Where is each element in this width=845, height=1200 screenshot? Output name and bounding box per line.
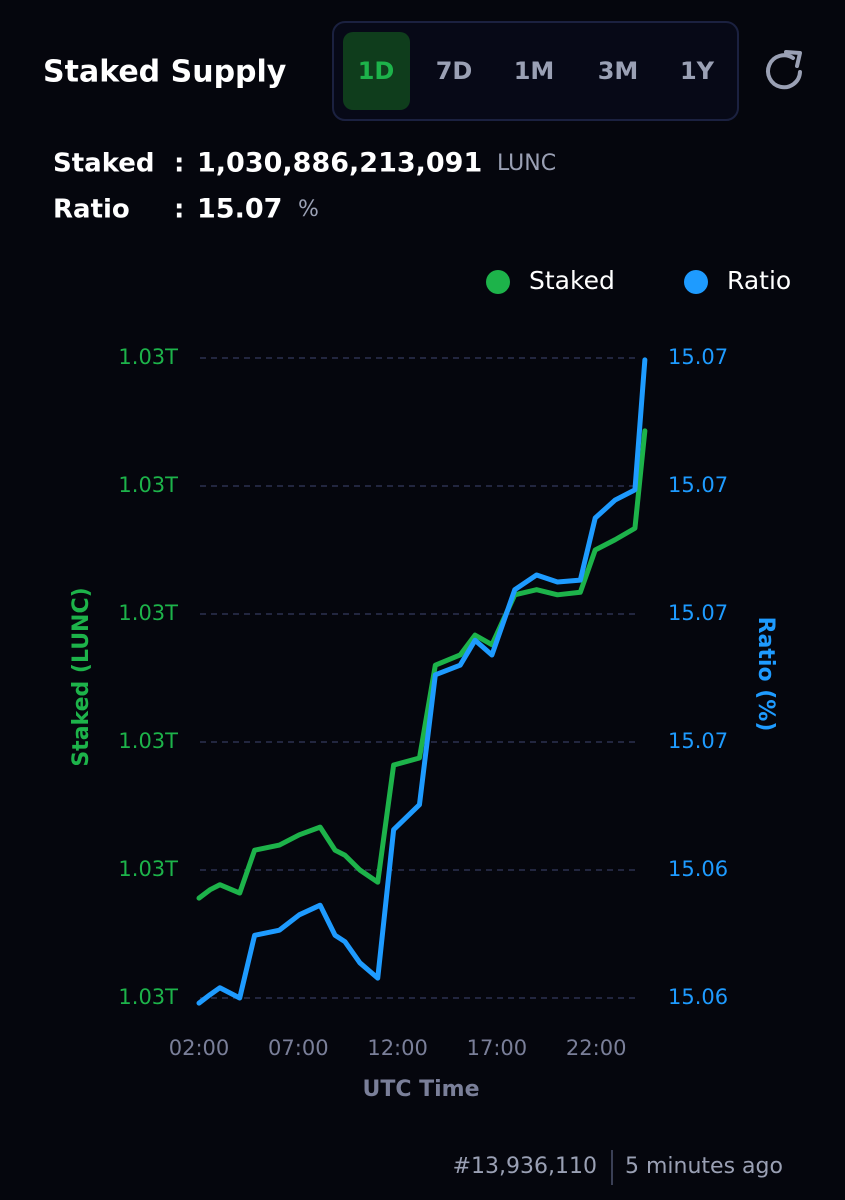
refresh-icon bbox=[766, 53, 802, 90]
y2-axis-title: Ratio (%) bbox=[753, 617, 778, 732]
stat-separator: : bbox=[174, 149, 184, 179]
series-line bbox=[196, 357, 648, 1006]
x-axis-title: UTC Time bbox=[362, 1077, 479, 1102]
legend-marker bbox=[684, 270, 708, 294]
legend-label: Ratio bbox=[727, 266, 791, 295]
tab-group bbox=[332, 21, 739, 121]
block-number: #13,936,110 bbox=[453, 1154, 597, 1179]
updated-time: 5 minutes ago bbox=[625, 1154, 783, 1179]
tab[interactable]: 1Y bbox=[680, 57, 715, 85]
title: Staked Supply bbox=[43, 55, 287, 90]
stat-label: Staked bbox=[53, 149, 155, 179]
tab-selected-bg[interactable] bbox=[343, 32, 410, 110]
tab[interactable]: 1M bbox=[514, 57, 555, 85]
series-line bbox=[196, 428, 648, 901]
x-tick-label: 22:00 bbox=[566, 1036, 627, 1060]
y-tick-label: 1.03T bbox=[118, 985, 178, 1009]
tab[interactable]: 7D bbox=[436, 57, 473, 85]
stat-value: 15.07 bbox=[197, 194, 282, 225]
stat-unit: LUNC bbox=[497, 151, 556, 176]
y-tick-label: 1.03T bbox=[118, 729, 178, 753]
y2-tick-label: 15.07 bbox=[668, 601, 728, 625]
y2-tick-label: 15.07 bbox=[668, 473, 728, 497]
stat-unit: % bbox=[298, 197, 319, 222]
stat-value: 1,030,886,213,091 bbox=[197, 148, 482, 179]
y2-tick-label: 15.06 bbox=[668, 985, 728, 1009]
tab[interactable]: 1D bbox=[358, 57, 395, 85]
y2-tick-label: 15.07 bbox=[668, 729, 728, 753]
y-axis-title: Staked (LUNC) bbox=[69, 587, 94, 766]
stat-separator: : bbox=[174, 195, 184, 225]
refresh-button[interactable] bbox=[766, 50, 802, 90]
refresh-arrow bbox=[784, 50, 802, 68]
tab[interactable]: 3M bbox=[598, 57, 639, 85]
y2-tick-label: 15.07 bbox=[668, 345, 728, 369]
y2-tick-label: 15.06 bbox=[668, 857, 728, 881]
x-tick-label: 02:00 bbox=[169, 1036, 230, 1060]
y-tick-label: 1.03T bbox=[118, 857, 178, 881]
y-tick-label: 1.03T bbox=[118, 601, 178, 625]
stat-label: Ratio bbox=[53, 195, 130, 225]
y-tick-label: 1.03T bbox=[118, 473, 178, 497]
x-tick-label: 12:00 bbox=[367, 1036, 428, 1060]
legend-marker bbox=[486, 270, 510, 294]
x-tick-label: 07:00 bbox=[268, 1036, 329, 1060]
x-tick-label: 17:00 bbox=[467, 1036, 528, 1060]
legend-label: Staked bbox=[529, 266, 615, 295]
y-tick-label: 1.03T bbox=[118, 345, 178, 369]
